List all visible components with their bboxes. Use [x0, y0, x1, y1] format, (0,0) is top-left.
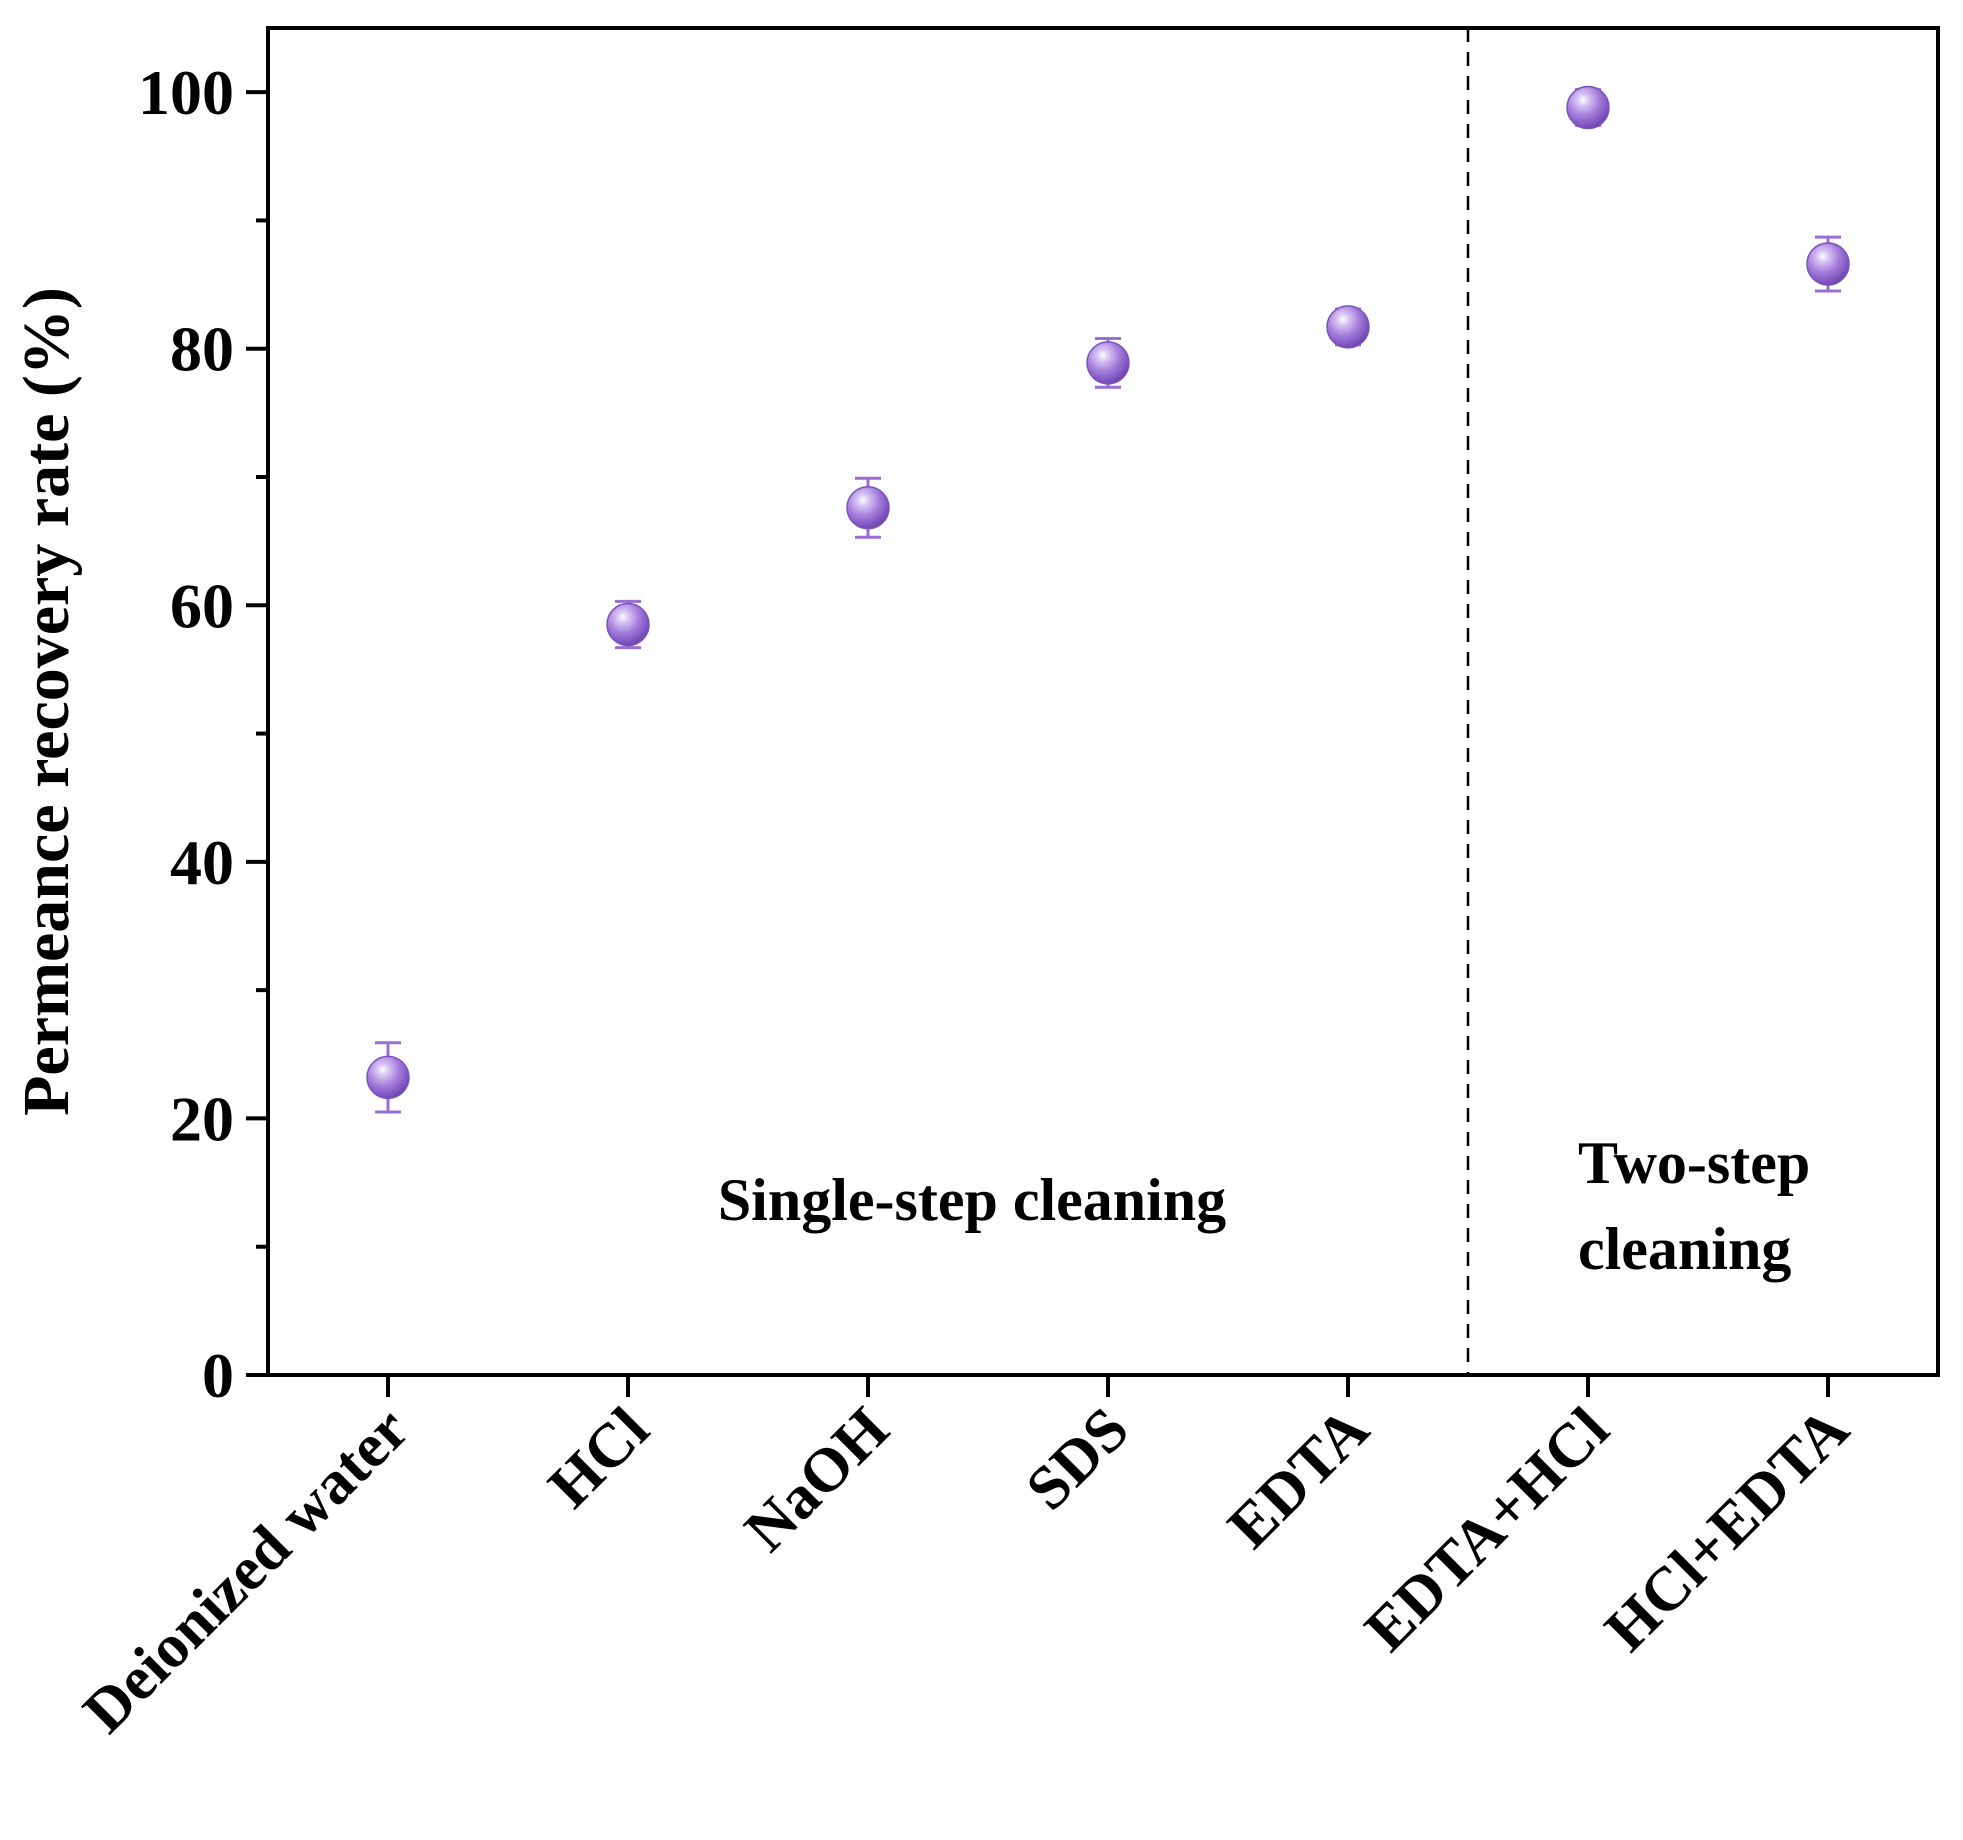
x-axis: Deionized water HCl NaOH SDS EDTAEDTA+HClHCl… [71, 1375, 1862, 1746]
marker [846, 486, 890, 530]
data-point [606, 599, 650, 650]
x-tick-label: Deionized water [71, 1395, 422, 1746]
x-tick-label: SDS [1013, 1395, 1142, 1524]
marker [1806, 242, 1850, 286]
marker [1566, 85, 1610, 130]
data-point [1086, 336, 1130, 389]
annotation-line: Two-step [1578, 1130, 1810, 1196]
y-tick-label: 0 [202, 1340, 234, 1411]
x-tick-label: EDTA+HCl [1352, 1395, 1622, 1665]
y-tick-label: 60 [170, 570, 234, 641]
data-point [366, 1041, 410, 1114]
y-axis-title: Permeance recovery rate (%) [10, 287, 83, 1116]
annotation-line: cleaning [1578, 1216, 1791, 1282]
data-point [1566, 85, 1610, 130]
annotation-two-step: Two-step cleaning [1578, 1130, 1810, 1282]
x-tick-label: HCl+EDTA [1592, 1395, 1862, 1665]
data-points [366, 85, 1850, 1114]
data-point [1326, 305, 1370, 349]
marker [1086, 341, 1130, 385]
x-tick-label: NaOH [732, 1395, 902, 1565]
data-point [846, 476, 890, 539]
y-tick-label: 80 [170, 314, 234, 385]
y-axis: 0 20 40 60 80 100 [138, 57, 268, 1411]
plot-frame [266, 26, 1940, 1377]
x-tick-label: HCl [536, 1395, 662, 1521]
marker [1326, 305, 1370, 349]
marker [366, 1055, 410, 1100]
marker [606, 602, 650, 647]
annotation-single-step: Single-step cleaning [718, 1167, 1226, 1233]
x-tick-label: EDTA [1215, 1395, 1382, 1562]
y-tick-label: 20 [170, 1083, 234, 1154]
y-tick-label: 100 [138, 57, 234, 128]
data-point [1806, 235, 1850, 293]
y-tick-label: 40 [170, 827, 234, 898]
